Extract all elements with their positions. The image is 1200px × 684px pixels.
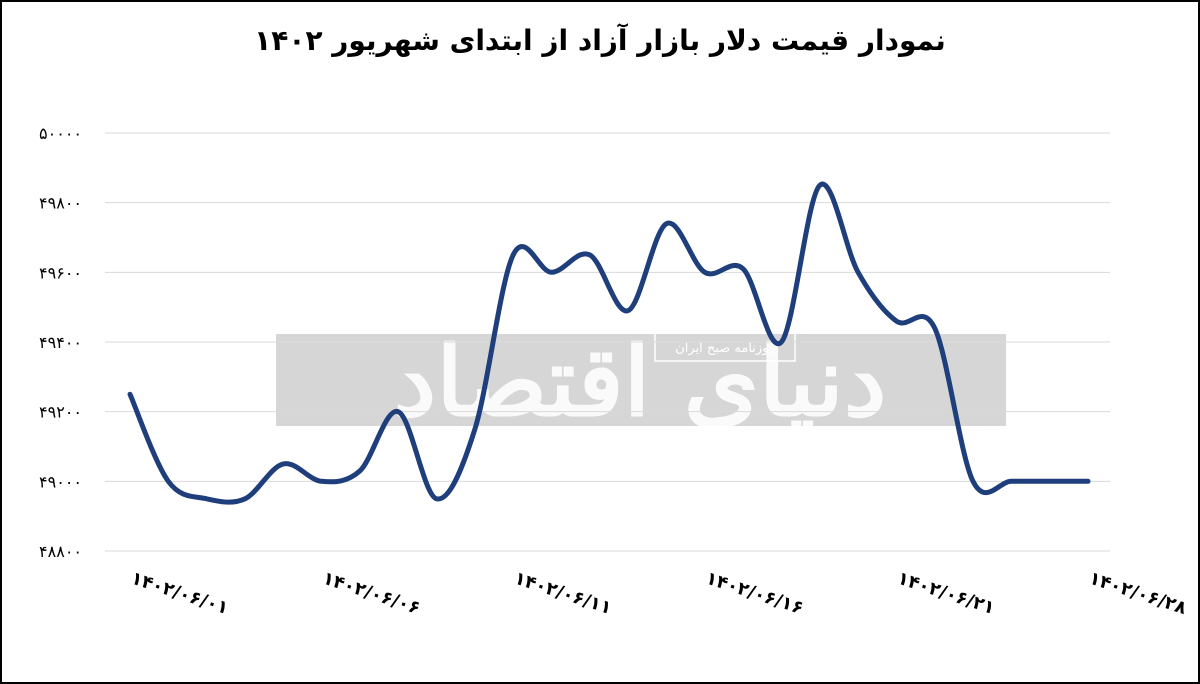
- y-tick-label: ۴۹۸۰۰: [39, 194, 82, 213]
- y-tick-label: ۴۹۴۰۰: [39, 333, 82, 352]
- y-tick-label: ۴۸۸۰۰: [39, 542, 82, 561]
- y-axis-ticks: ۴۸۸۰۰ ۴۹۰۰۰ ۴۹۲۰۰ ۴۹۴۰۰ ۴۹۶۰۰ ۴۹۸۰۰ ۵۰۰۰۰: [39, 124, 82, 561]
- chart-title: نمودار قیمت دلار بازار آزاد از ابتدای شه…: [254, 24, 946, 57]
- x-tick-label: ۱۴۰۲/۰۶/۱۶: [703, 568, 806, 619]
- series-line: [127, 181, 1091, 505]
- x-tick-label: ۱۴۰۲/۰۶/۰۱: [128, 568, 231, 619]
- x-tick-label: ۱۴۰۲/۰۶/۱۱: [512, 568, 615, 619]
- y-tick-label: ۴۹۰۰۰: [39, 472, 82, 491]
- x-tick-label: ۱۴۰۲/۰۶/۲۸: [1086, 568, 1189, 619]
- x-axis-ticks: ۱۴۰۲/۰۶/۰۱ ۱۴۰۲/۰۶/۰۶ ۱۴۰۲/۰۶/۱۱ ۱۴۰۲/۰۶/۱۶…: [128, 568, 1189, 619]
- x-tick-label: ۱۴۰۲/۰۶/۲۱: [895, 568, 998, 619]
- y-tick-label: ۵۰۰۰۰: [39, 124, 82, 143]
- gridlines: [105, 132, 1110, 552]
- y-tick-label: ۴۹۶۰۰: [39, 263, 82, 282]
- watermark-tagline-box: [654, 332, 796, 362]
- x-tick-label: ۱۴۰۲/۰۶/۰۶: [320, 568, 423, 619]
- y-tick-label: ۴۹۲۰۰: [39, 403, 82, 422]
- watermark-tagline: روزنامه صبح ایران: [675, 341, 775, 356]
